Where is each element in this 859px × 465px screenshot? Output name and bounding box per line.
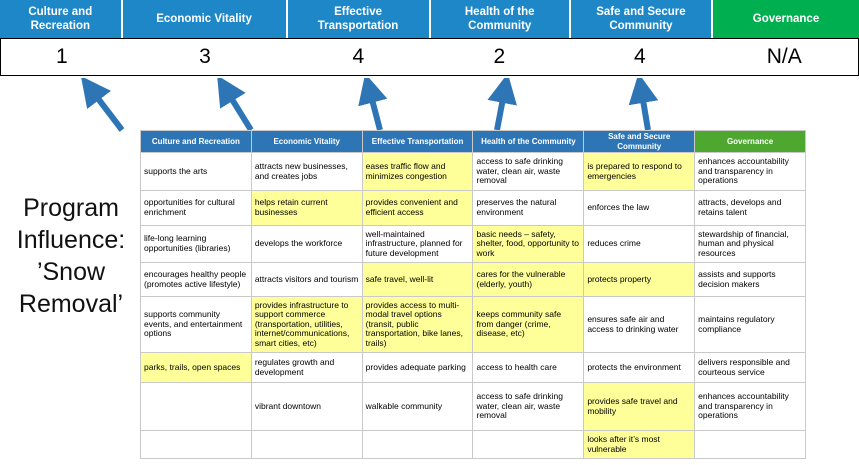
matrix-row-8: looks after it’s most vulnerable — [140, 430, 806, 459]
matrix-row-2: opportunities for cultural enrichment hel… — [140, 190, 806, 226]
score-health-of-the-community: 2 — [493, 45, 506, 68]
matrix-cell-r6-c6: delivers responsible and courteous servi… — [694, 352, 806, 383]
matrix-cell-r8-c6 — [694, 430, 806, 459]
up-arrow-icon — [217, 78, 254, 132]
score-arrows — [80, 78, 659, 132]
matrix-cell-r1-c3: eases traffic flow and minimizes congest… — [361, 152, 474, 191]
matrix-cell-r3-c1: life-long learning opportunities (librar… — [140, 225, 252, 263]
matrix-cell-r3-c6: stewardship of financial, human and phys… — [694, 225, 806, 263]
summary-header-safe-and-secure-community: Safe and Secure Community — [570, 0, 711, 38]
matrix-cell-r1-c5: is prepared to respond to emergencies — [583, 152, 696, 191]
matrix-cell-r7-c3: walkable community — [361, 382, 474, 431]
matrix-cell-r4-c1: encourages healthy people (promotes acti… — [140, 262, 252, 297]
matrix-header-health-of-the-community: Health of the Community — [472, 130, 585, 153]
matrix-cell-r3-c3: well-maintained infrastructure, planned … — [361, 225, 474, 263]
matrix-row-6: parks, trails, open spaces regulates grow… — [140, 352, 806, 383]
matrix-cell-r8-c3 — [361, 430, 474, 459]
summary-header-economic-vitality: Economic Vitality — [122, 0, 286, 38]
matrix-row-7: vibrant downtown walkable community access… — [140, 382, 806, 431]
matrix-cell-r5-c4: keeps community safe from danger (crime,… — [472, 296, 585, 353]
up-arrow-icon — [80, 78, 125, 132]
matrix-cell-r4-c3: safe travel, well-lit — [361, 262, 474, 297]
matrix-cell-r1-c4: access to safe drinking water, clean air… — [472, 152, 585, 191]
matrix-cell-r3-c5: reduces crime — [583, 225, 696, 263]
matrix-cell-r6-c4: access to health care — [472, 352, 585, 383]
up-arrow-icon — [628, 78, 659, 131]
summary-header-health-of-the-community: Health of the Community — [430, 0, 569, 38]
page-title: Program Influence: ’Snow Removal’ — [16, 194, 126, 318]
summary-header-culture-and-recreation: Culture and Recreation — [0, 0, 121, 38]
summary-banner: Culture and Recreation Economic Vitality E… — [0, 0, 859, 38]
matrix-cell-r2-c3: provides convenient and efficient access — [361, 190, 474, 226]
up-arrow-icon — [487, 78, 517, 131]
score-row: 1 3 4 2 4 N/A — [0, 38, 859, 76]
matrix-cell-r4-c4: cares for the vulnerable (elderly, youth… — [472, 262, 585, 297]
matrix-cell-r1-c6: enhances accountability and transparency… — [694, 152, 806, 191]
matrix-cell-r2-c6: attracts, develops and retains talent — [694, 190, 806, 226]
matrix-cell-r6-c5: protects the environment — [583, 352, 696, 383]
matrix-cell-r6-c3: provides adequate parking — [361, 352, 474, 383]
matrix-header-row: Culture and Recreation Economic Vitality E… — [140, 130, 806, 153]
matrix-header-effective-transportation: Effective Transportation — [361, 130, 474, 153]
matrix-header-governance: Governance — [694, 130, 806, 153]
matrix-cell-r8-c4 — [472, 430, 585, 459]
matrix-cell-r7-c4: access to safe drinking water, clean air… — [472, 382, 585, 431]
summary-header-governance: Governance — [712, 0, 859, 38]
matrix-cell-r5-c2: provides infrastructure to support comme… — [250, 296, 363, 353]
matrix-cell-r3-c4: basic needs – safety, shelter, food, opp… — [472, 225, 585, 263]
matrix-cell-r8-c2 — [250, 430, 363, 459]
score-culture-and-recreation: 1 — [56, 45, 68, 68]
matrix-cell-r4-c6: assists and supports decision makers — [694, 262, 806, 297]
influence-matrix: Culture and Recreation Economic Vitality E… — [140, 130, 806, 459]
matrix-cell-r2-c5: enforces the law — [583, 190, 696, 226]
score-effective-transportation: 4 — [352, 45, 365, 68]
matrix-cell-r5-c3: provides access to multi-modal travel op… — [361, 296, 474, 353]
matrix-cell-r5-c5: ensures safe air and access to drinking … — [583, 296, 696, 353]
matrix-cell-r8-c1 — [140, 430, 252, 459]
matrix-row-4: encourages healthy people (promotes acti… — [140, 262, 806, 297]
matrix-cell-r8-c5: looks after it’s most vulnerable — [583, 430, 696, 459]
matrix-header-safe-and-secure-community: Safe and Secure Community — [583, 130, 696, 153]
matrix-cell-r1-c2: attracts new businesses, and creates job… — [250, 152, 363, 191]
matrix-cell-r4-c5: protects property — [583, 262, 696, 297]
matrix-cell-r4-c2: attracts visitors and tourism — [250, 262, 363, 297]
matrix-cell-r2-c2: helps retain current businesses — [250, 190, 363, 226]
matrix-header-economic-vitality: Economic Vitality — [250, 130, 363, 153]
score-governance: N/A — [766, 45, 802, 68]
up-arrow-icon — [358, 78, 388, 131]
matrix-cell-r5-c1: supports community events, and entertain… — [140, 296, 252, 353]
score-economic-vitality: 3 — [199, 45, 211, 68]
matrix-row-1: supports the arts attracts new businesses… — [140, 152, 806, 191]
matrix-cell-r7-c1 — [140, 382, 252, 431]
matrix-row-5: supports community events, and entertain… — [140, 296, 806, 353]
matrix-row-3: life-long learning opportunities (librar… — [140, 225, 806, 263]
matrix-cell-r2-c4: preserves the natural environment — [472, 190, 585, 226]
matrix-header-culture-and-recreation: Culture and Recreation — [140, 130, 252, 153]
matrix-cell-r7-c2: vibrant downtown — [250, 382, 363, 431]
matrix-cell-r6-c1: parks, trails, open spaces — [140, 352, 252, 383]
matrix-cell-r7-c5: provides safe travel and mobility — [583, 382, 696, 431]
matrix-cell-r7-c6: enhances accountability and transparency… — [694, 382, 806, 431]
score-safe-and-secure-community: 4 — [634, 45, 646, 68]
matrix-cell-r2-c1: opportunities for cultural enrichment — [140, 190, 252, 226]
matrix-cell-r3-c2: develops the workforce — [250, 225, 363, 263]
summary-header-effective-transportation: Effective Transportation — [287, 0, 429, 38]
matrix-cell-r1-c1: supports the arts — [140, 152, 252, 191]
matrix-cell-r6-c2: regulates growth and development — [250, 352, 363, 383]
matrix-cell-r5-c6: maintains regulatory compliance — [694, 296, 806, 353]
